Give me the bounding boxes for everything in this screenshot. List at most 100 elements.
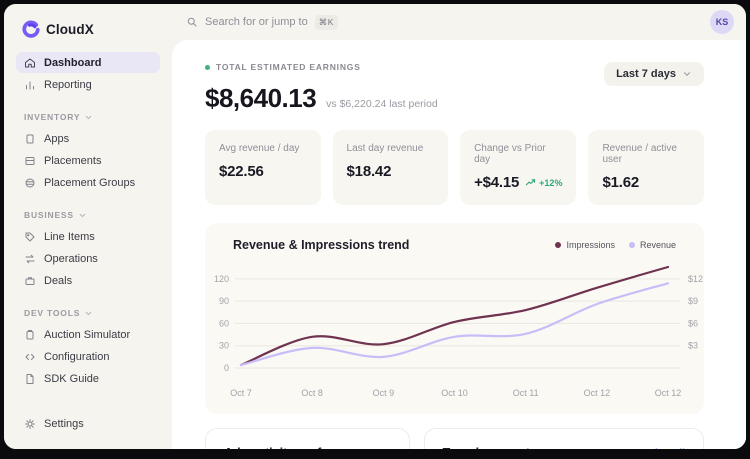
- sidebar-item-dashboard[interactable]: Dashboard: [16, 52, 160, 73]
- briefcase-icon: [24, 275, 36, 287]
- placement-groups-icon: [24, 177, 36, 189]
- stat-card-avg-revenue: Avg revenue / day $22.56: [205, 130, 321, 205]
- chevron-down-icon: [84, 309, 93, 318]
- x-axis-label: Oct 11: [513, 388, 539, 398]
- right-axis-tick: $6: [688, 318, 698, 328]
- line-chart[interactable]: 0 30 60 90 120 $3 $6 $9 $12 Oct 7 Oct 8 Oct 9 Oct 10…: [205, 256, 704, 406]
- sidebar-item-configuration[interactable]: Configuration: [16, 346, 160, 367]
- legend-label: Impressions: [566, 240, 615, 250]
- stat-delta: +12%: [525, 178, 562, 188]
- earnings-header: Total estimated earnings $8,640.13 vs $6…: [205, 62, 438, 114]
- app-window: CloudX Dashboard Reporting Inventory App…: [4, 4, 746, 449]
- view-all-link[interactable]: View all: [648, 448, 685, 450]
- sidebar-item-label: Operations: [44, 252, 98, 265]
- x-axis-label: Oct 8: [301, 388, 323, 398]
- sidebar-item-label: Placement Groups: [44, 176, 136, 189]
- section-title: Business: [24, 210, 74, 220]
- ads-activity-card: Ads activity performance Traffic quality…: [205, 428, 410, 449]
- right-axis-tick: $3: [688, 341, 698, 351]
- x-axis-label: Oct 9: [373, 388, 395, 398]
- sidebar-item-label: Apps: [44, 132, 70, 145]
- stat-card-change-vs-prior: Change vs Prior day +$4.15 +12%: [460, 130, 577, 205]
- section-title: Inventory: [24, 112, 81, 122]
- sidebar-item-label: Auction Simulator: [44, 328, 131, 341]
- sidebar-section-business[interactable]: Business: [16, 210, 160, 220]
- series-line-impressions: [239, 265, 670, 367]
- sidebar-item-placement-groups[interactable]: Placement Groups: [16, 172, 160, 193]
- logo[interactable]: CloudX: [16, 16, 160, 52]
- legend-item-revenue: Revenue: [628, 240, 676, 250]
- sidebar-item-label: Line Items: [44, 230, 95, 243]
- sidebar-item-label: Dashboard: [44, 56, 102, 69]
- document-icon: [24, 373, 36, 385]
- app-title: CloudX: [46, 21, 94, 37]
- sidebar-item-label: Placements: [44, 154, 102, 167]
- sidebar-item-deals[interactable]: Deals: [16, 270, 160, 291]
- arrows-icon: [24, 253, 36, 265]
- kpi-comparison: vs $6,220.24 last period: [326, 98, 438, 110]
- sidebar-item-sdk-guide[interactable]: SDK Guide: [16, 368, 160, 389]
- sidebar-item-settings[interactable]: Settings: [16, 413, 160, 434]
- chevron-down-icon: [84, 113, 93, 122]
- stat-card-last-day-revenue: Last day revenue $18.42: [332, 130, 449, 205]
- search-icon: [186, 16, 198, 28]
- section-title: Dev Tools: [24, 308, 81, 318]
- gear-icon: [24, 418, 36, 430]
- stat-label: Revenue / active user: [602, 143, 677, 165]
- chevron-down-icon: [682, 69, 692, 79]
- main-column: Search for or jump to ⌘K KS Total estima…: [172, 4, 746, 449]
- left-axis-tick: 0: [224, 363, 229, 373]
- stat-label: Last day revenue: [346, 143, 424, 154]
- left-axis-tick: 60: [219, 318, 229, 328]
- topbar: Search for or jump to ⌘K KS: [172, 4, 746, 40]
- search-placeholder: Search for or jump to: [205, 16, 308, 28]
- sidebar-section-inventory[interactable]: Inventory: [16, 112, 160, 122]
- sidebar-item-label: Configuration: [44, 350, 110, 363]
- stat-delta-value: +12%: [539, 177, 563, 188]
- card-title: Ads activity performance: [224, 446, 391, 449]
- sidebar-item-apps[interactable]: Apps: [16, 128, 160, 149]
- sidebar-item-reporting[interactable]: Reporting: [16, 74, 160, 95]
- bar-chart-icon: [24, 79, 36, 91]
- bottom-cards-row: Ads activity performance Traffic quality…: [205, 428, 704, 449]
- sidebar-item-operations[interactable]: Operations: [16, 248, 160, 269]
- legend-dot-icon: [555, 242, 562, 248]
- chart-card: Revenue & Impressions trend Impressions …: [205, 223, 704, 414]
- date-range-button[interactable]: Last 7 days: [604, 62, 704, 86]
- stat-label: Change vs Prior day: [474, 143, 546, 165]
- sidebar-item-label: Reporting: [44, 78, 92, 91]
- sidebar-item-line-items[interactable]: Line Items: [16, 226, 160, 247]
- home-icon: [24, 57, 36, 69]
- search-input[interactable]: Search for or jump to ⌘K: [186, 14, 710, 30]
- sidebar-item-auction-simulator[interactable]: Auction Simulator: [16, 324, 160, 345]
- sidebar: CloudX Dashboard Reporting Inventory App…: [4, 4, 172, 449]
- cloudx-logo-icon: [22, 20, 40, 38]
- trend-up-icon: [525, 178, 536, 187]
- stat-card-revenue-per-user: Revenue / active user $1.62: [588, 130, 704, 205]
- left-axis-tick: 90: [219, 296, 229, 306]
- search-shortcut-badge: ⌘K: [314, 14, 338, 30]
- date-range-label: Last 7 days: [616, 68, 676, 80]
- x-axis-label: Oct 10: [441, 388, 468, 398]
- stat-value: $1.62: [602, 174, 639, 191]
- tag-icon: [24, 231, 36, 243]
- sidebar-item-placements[interactable]: Placements: [16, 150, 160, 171]
- stat-value: +$4.15: [474, 174, 520, 191]
- stat-value: $22.56: [219, 163, 264, 180]
- avatar[interactable]: KS: [710, 10, 734, 34]
- chevron-down-icon: [78, 211, 87, 220]
- stat-label: Avg revenue / day: [219, 143, 300, 154]
- legend-item-impressions: Impressions: [555, 240, 615, 250]
- placement-icon: [24, 155, 36, 167]
- content-panel: Total estimated earnings $8,640.13 vs $6…: [172, 40, 746, 449]
- chart-title: Revenue & Impressions trend: [233, 238, 410, 252]
- sidebar-item-label: Settings: [44, 417, 84, 430]
- left-axis-tick: 30: [219, 341, 229, 351]
- legend-label: Revenue: [639, 240, 676, 250]
- top-placements-card: Top placements View all Placement Estima…: [423, 428, 704, 450]
- sidebar-section-dev-tools[interactable]: Dev Tools: [16, 308, 160, 318]
- code-icon: [24, 351, 36, 363]
- status-dot-icon: [205, 64, 210, 70]
- legend-dot-icon: [628, 242, 635, 248]
- right-axis-tick: $9: [688, 296, 698, 306]
